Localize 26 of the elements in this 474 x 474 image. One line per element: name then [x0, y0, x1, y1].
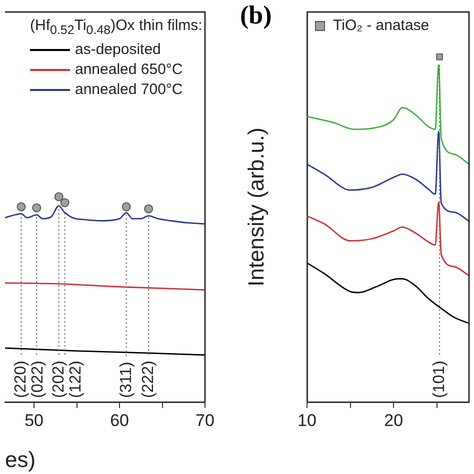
point — [16, 202, 26, 212]
legend-label: annealed 650°C — [75, 60, 183, 80]
point — [54, 192, 64, 202]
legend-label: TiO₂ - anatase — [333, 16, 430, 36]
legend-label: annealed 700°C — [75, 80, 183, 100]
annotation: (202) — [50, 360, 68, 398]
point — [122, 202, 131, 212]
point — [144, 204, 154, 214]
x-tick-label: 60 — [110, 410, 129, 430]
annotation: (220) — [12, 360, 30, 398]
x-tick-label: 70 — [196, 410, 214, 430]
y-axis-title: Intensity (arb.u.) — [243, 128, 268, 286]
annotation: (122) — [67, 360, 84, 398]
x-tick-label: 20 — [384, 410, 404, 430]
x-tick-label: 10 — [298, 410, 316, 430]
annotation: (222) — [140, 360, 157, 398]
x-tick-label: 50 — [24, 410, 44, 430]
legend-title: (Hf$_{0.52}$Ti$_{0.48}$)Ox thin films: — [30, 16, 202, 39]
legend-label: as-deposited — [75, 40, 161, 60]
point — [32, 203, 42, 212]
chart-title: (b) — [240, 0, 272, 30]
x-axis-title: es) — [5, 446, 36, 472]
annotation: (311) — [118, 362, 135, 398]
annotation: (022) — [30, 360, 47, 398]
annotation: (101) — [430, 360, 448, 398]
point — [60, 198, 70, 208]
